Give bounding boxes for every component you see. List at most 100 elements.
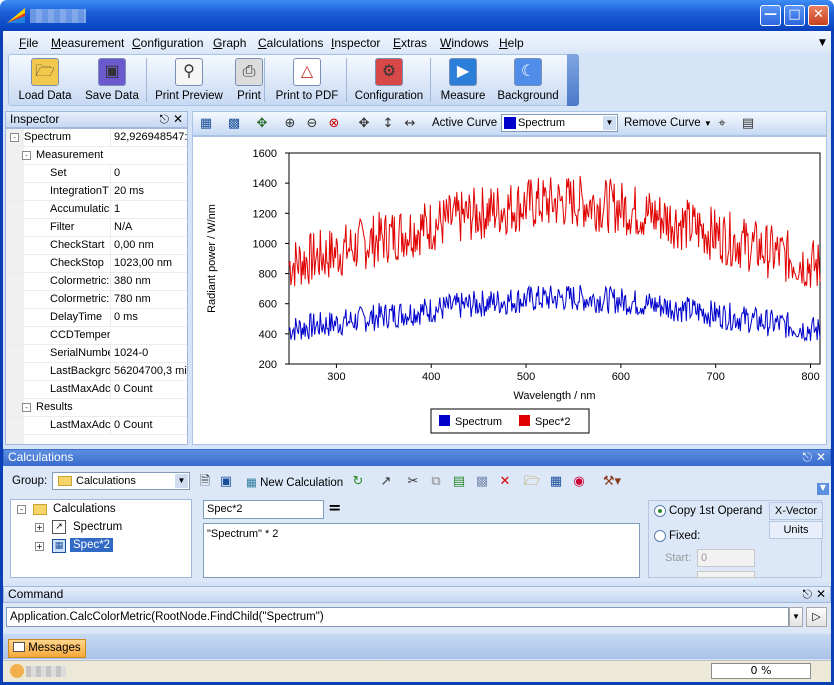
x-vector-tab[interactable]: X-Vector — [769, 502, 823, 520]
tree-root-label[interactable]: Calculations — [53, 503, 116, 515]
minimize-icon[interactable]: — — [760, 5, 781, 26]
zoom-in-icon[interactable]: ⊕ — [284, 116, 296, 131]
chart-icon[interactable]: ▩ — [227, 116, 241, 131]
chevron-down-icon[interactable]: ▼ — [603, 116, 616, 130]
floppy-disk-icon[interactable]: ▣ — [219, 474, 233, 489]
inspector-row[interactable]: - Measurement — [6, 147, 187, 165]
property-value[interactable]: 0,00 nm — [110, 237, 187, 254]
inspector-row[interactable]: Set 0 — [6, 165, 187, 183]
inspector-row[interactable]: - Spectrum 92,926948547: — [6, 129, 187, 147]
radio-copy-operand[interactable] — [654, 505, 666, 517]
menu-extras[interactable]: Extras — [393, 36, 428, 50]
inspector-row[interactable]: LastBackgrc 56204700,3 mi — [6, 363, 187, 381]
close-icon[interactable]: ✕ — [172, 112, 183, 126]
expand-icon[interactable]: + — [35, 523, 44, 532]
stop-input-partial[interactable] — [697, 571, 755, 578]
color-wheel-icon[interactable]: ◉ — [573, 474, 585, 489]
start-input[interactable]: 0 — [697, 549, 755, 567]
cut-icon[interactable]: ✂ — [407, 474, 419, 489]
pan-icon[interactable]: ✥ — [358, 116, 370, 131]
menu-help[interactable]: Help — [499, 36, 524, 50]
horizontal-arrow-icon[interactable]: ↔ — [404, 116, 416, 131]
spectrum-chart[interactable]: 200 400 600 800 1000 1200 1400 1600 300 400 500 600… — [193, 137, 826, 444]
inspector-row[interactable]: CCDTemper — [6, 327, 187, 345]
run-command-icon[interactable]: ▷ — [806, 607, 827, 627]
inspector-row[interactable]: LastMaxAdc 0 Count — [6, 417, 187, 435]
expand-icon[interactable]: + — [35, 542, 44, 551]
menu-configuration[interactable]: Configuration — [132, 36, 204, 50]
move-axis-icon[interactable]: ✥ — [256, 116, 268, 131]
menu-calculations[interactable]: Calculations — [258, 36, 324, 50]
chevron-down-icon[interactable]: ▼ — [789, 607, 803, 627]
menu-graph[interactable]: Graph — [213, 36, 247, 50]
menu-windows[interactable]: Windows — [440, 36, 489, 50]
property-value[interactable]: 1023,00 nm — [110, 255, 187, 272]
collapse-icon[interactable]: - — [10, 133, 19, 142]
load-data-button[interactable]: 🗁 Load Data — [14, 56, 76, 102]
property-value[interactable]: 20 ms — [110, 183, 187, 200]
property-value[interactable]: 1024-0 — [110, 345, 187, 362]
new-file-icon[interactable]: 🗎 — [199, 474, 211, 489]
collapse-icon[interactable]: - — [22, 151, 31, 160]
pin-icon[interactable]: ⎋ — [159, 112, 170, 126]
external-link-icon[interactable]: ↗ — [380, 474, 392, 489]
inspector-row[interactable]: Colormetric: 380 nm — [6, 273, 187, 291]
print-button[interactable]: ⎙ Print — [232, 56, 266, 102]
close-icon[interactable]: ✕ — [808, 5, 829, 26]
units-tab[interactable]: Units — [769, 521, 823, 539]
group-select[interactable]: Calculations ▼ — [52, 472, 190, 490]
tools-dropdown-icon[interactable]: ⚒▾ — [602, 474, 622, 489]
delete-icon[interactable]: ✕ — [499, 474, 511, 489]
inspector-row[interactable]: CheckStop 1023,00 nm — [6, 255, 187, 273]
maximize-icon[interactable]: □ — [784, 5, 805, 26]
menu-overflow-icon[interactable]: ▼ — [819, 38, 826, 48]
inspector-row[interactable]: Filter N/A — [6, 219, 187, 237]
panel-overflow-icon[interactable]: ▼ — [817, 483, 829, 495]
property-value[interactable]: 0 — [110, 165, 187, 182]
crosshair-icon[interactable]: ⌖ — [718, 116, 726, 131]
vertical-arrow-icon[interactable]: ↕ — [382, 116, 394, 131]
zoom-out-icon[interactable]: ⊖ — [306, 116, 318, 131]
active-curve-select[interactable]: Spectrum ▼ — [501, 114, 618, 132]
copy-icon[interactable]: ⧉ — [431, 474, 441, 489]
inspector-row[interactable]: Accumulatic 1 — [6, 201, 187, 219]
print-preview-button[interactable]: ⚲ Print Preview — [152, 56, 226, 102]
pin-icon[interactable]: ⎋ — [802, 450, 813, 464]
collapse-icon[interactable]: - — [22, 403, 31, 412]
chevron-down-icon[interactable]: ▼ — [175, 474, 188, 488]
menu-inspector[interactable]: Inspector — [331, 36, 381, 50]
pin-icon[interactable]: ⎋ — [802, 587, 813, 601]
messages-tab[interactable]: Messages — [8, 639, 86, 658]
menu-measurement[interactable]: Measurement — [51, 36, 125, 50]
property-value[interactable]: N/A — [110, 219, 187, 236]
property-value[interactable]: 56204700,3 mi — [110, 363, 187, 380]
formula-name-input[interactable]: Spec*2 — [203, 500, 324, 519]
property-value[interactable]: 1 — [110, 201, 187, 218]
close-icon[interactable]: ✕ — [815, 450, 826, 464]
grid-edit-icon[interactable]: ▦ — [199, 116, 213, 131]
clipboard-icon[interactable]: ▩ — [475, 474, 489, 489]
command-input[interactable]: Application.CalcColorMetric(RootNode.Fin… — [6, 607, 789, 627]
inspector-row[interactable]: - Results — [6, 399, 187, 417]
paste-icon[interactable]: ▤ — [452, 474, 466, 489]
formula-textarea[interactable]: "Spectrum" * 2 — [203, 523, 640, 578]
measure-button[interactable]: ▶ Measure — [436, 56, 490, 102]
property-value[interactable]: 380 nm — [110, 273, 187, 290]
close-icon[interactable]: ✕ — [815, 587, 826, 601]
grid-chart-icon[interactable]: ▦ — [549, 474, 563, 489]
title-bar[interactable] — [0, 0, 834, 31]
inspector-row[interactable]: Colormetric: 780 nm — [6, 291, 187, 309]
property-value[interactable]: 92,926948547: — [110, 129, 187, 146]
tree-item-spec2-selected[interactable]: Spec*2 — [70, 538, 114, 552]
inspector-row[interactable]: LastMaxAdc 0 Count — [6, 381, 187, 399]
zoom-reset-icon[interactable]: ⊗ — [328, 116, 340, 131]
new-calculation-button[interactable]: ▦ New Calculation — [246, 475, 343, 489]
print-to-pdf-button[interactable]: △ Print to PDF — [274, 56, 340, 102]
property-value[interactable]: 780 nm — [110, 291, 187, 308]
configuration-button[interactable]: ⚙ Configuration — [352, 56, 426, 102]
property-value[interactable]: 0 Count — [110, 417, 187, 434]
tree-item-spectrum[interactable]: Spectrum — [73, 521, 123, 533]
inspector-row[interactable]: IntegrationT 20 ms — [6, 183, 187, 201]
properties-icon[interactable]: ▤ — [741, 116, 755, 131]
save-data-button[interactable]: ▣ Save Data — [82, 56, 142, 102]
